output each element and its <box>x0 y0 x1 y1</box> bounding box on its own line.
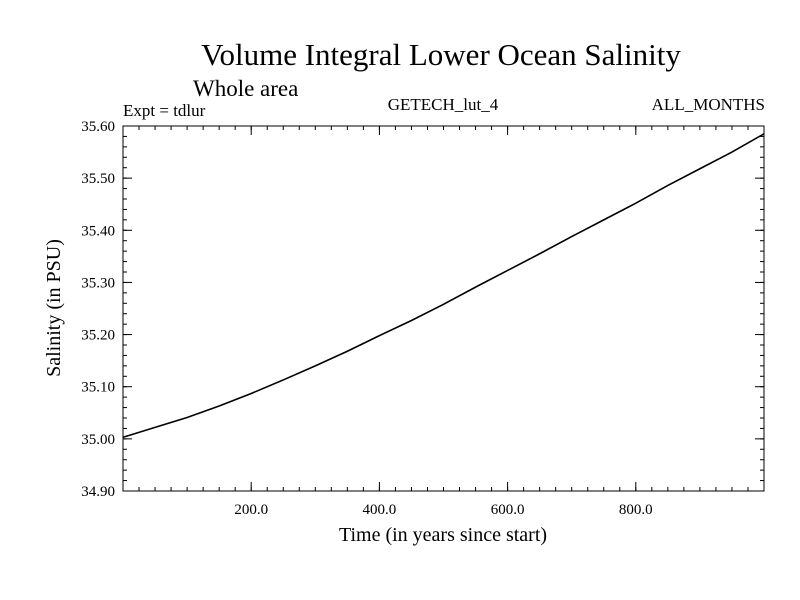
chart-subtitle: Whole area <box>193 76 298 101</box>
y-tick-label: 35.50 <box>81 171 115 187</box>
model-label: GETECH_lut_4 <box>388 95 499 114</box>
y-tick-label: 35.40 <box>81 223 115 239</box>
x-tick-label: 400.0 <box>363 502 397 518</box>
y-tick-labels: 34.90 35.00 35.10 35.20 35.30 35.40 35.50 35.60 <box>81 119 115 500</box>
y-tick-label: 35.10 <box>81 380 115 396</box>
y-tick-label: 35.00 <box>81 432 115 448</box>
x-axis-label: Time (in years since start) <box>339 524 547 546</box>
x-tick-label: 200.0 <box>234 502 268 518</box>
x-tick-labels: 200.0 400.0 600.0 800.0 <box>234 502 652 518</box>
chart-title: Volume Integral Lower Ocean Salinity <box>201 37 681 72</box>
y-tick-label: 34.90 <box>81 484 115 500</box>
x-tick-label: 800.0 <box>619 502 653 518</box>
y-axis-label: Salinity (in PSU) <box>43 239 65 377</box>
plot-frame <box>122 125 765 492</box>
y-tick-label: 35.30 <box>81 275 115 291</box>
months-label: ALL_MONTHS <box>652 95 765 114</box>
x-tick-label: 600.0 <box>491 502 525 518</box>
y-tick-label: 35.20 <box>81 328 115 344</box>
axis-ticks <box>122 125 765 492</box>
y-tick-label: 35.60 <box>81 119 115 135</box>
series-line <box>122 133 765 439</box>
experiment-label: Expt = tdlur <box>123 101 206 120</box>
